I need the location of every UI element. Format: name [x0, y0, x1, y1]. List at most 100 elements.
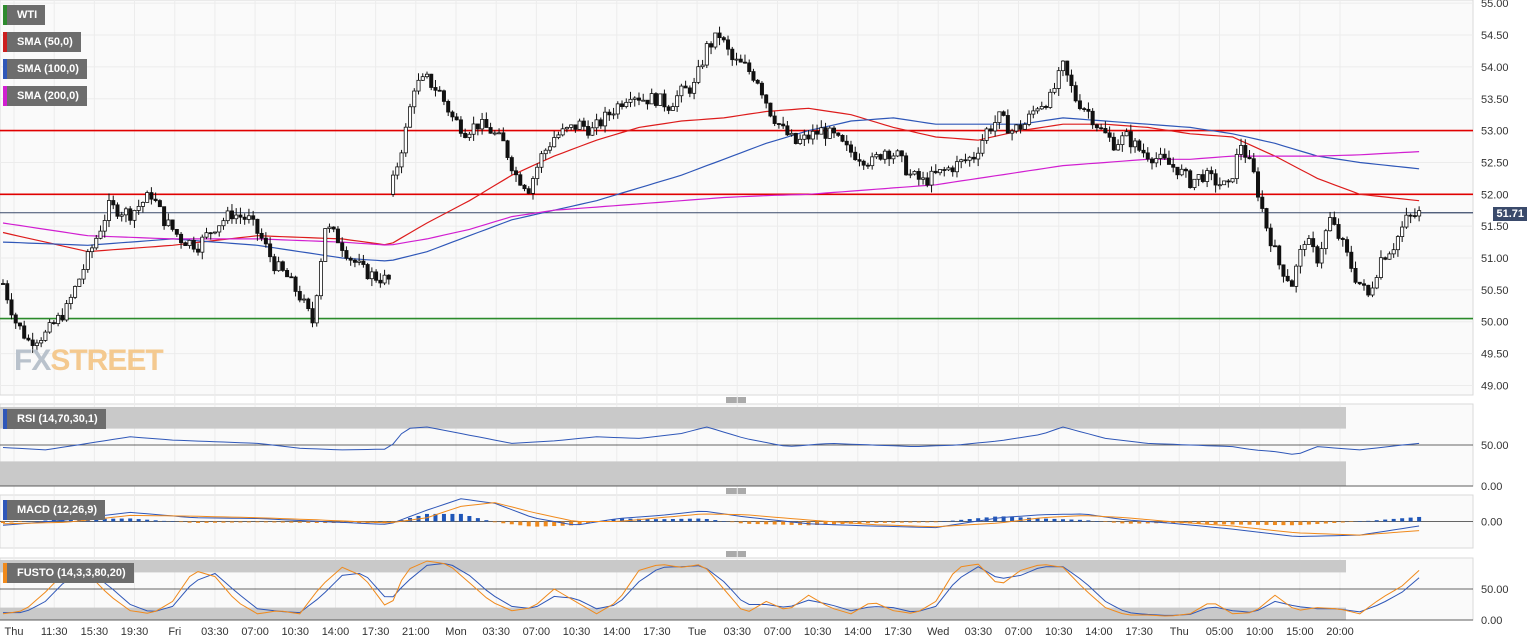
candle-body — [1022, 124, 1027, 130]
macd-histogram-bar — [865, 521, 870, 524]
candle-body — [43, 331, 48, 341]
candle-body — [518, 174, 523, 186]
legend-fusto[interactable]: FUSTO (14,3,3,80,20) — [3, 563, 134, 583]
sma-line-0 — [2, 107, 1420, 253]
candle-body — [1094, 124, 1099, 129]
macd-histogram-bar — [781, 521, 786, 525]
candle-body — [759, 82, 764, 96]
candle-body — [1239, 145, 1244, 155]
y-tick-10: 50.00 — [1481, 317, 1509, 329]
macd-histogram-bar — [560, 521, 565, 526]
macd-histogram-bar — [153, 520, 158, 522]
macd-histogram-bar — [221, 521, 226, 523]
candle-body — [556, 134, 561, 138]
legend-macd[interactable]: MACD (12,26,9) — [3, 500, 106, 520]
x-tick-25: 07:00 — [1005, 626, 1033, 638]
candle-body — [149, 192, 154, 200]
candle-body — [954, 161, 959, 173]
candle-body — [993, 122, 998, 132]
candle-body — [433, 87, 438, 91]
candle-body — [1031, 110, 1036, 115]
macd-histogram-bar — [696, 518, 701, 522]
x-tick-6: 07:00 — [241, 626, 269, 638]
x-tick-18: 03:30 — [724, 626, 752, 638]
candle-body — [1378, 257, 1383, 278]
candle-body — [1294, 265, 1299, 287]
candle-body — [887, 150, 892, 160]
legend-rsi[interactable]: RSI (14,70,30,1) — [3, 409, 106, 429]
macd-histogram-bar — [1, 521, 5, 524]
x-tick-12: 03:30 — [482, 626, 510, 638]
candle-body — [497, 132, 502, 135]
candle-body — [1128, 131, 1133, 148]
macd-histogram-bar — [458, 513, 463, 522]
legend-rsi-label: RSI (14,70,30,1) — [17, 413, 98, 425]
x-tick-19: 07:00 — [764, 626, 792, 638]
y-tick-3: 53.50 — [1481, 94, 1509, 106]
candle-body — [670, 106, 675, 111]
candle-body — [276, 261, 281, 272]
candle-body — [136, 205, 141, 211]
candle-body — [810, 130, 815, 140]
macd-histogram-bar — [611, 519, 616, 522]
fusto-k-line — [2, 560, 1420, 617]
legend-sma-50-label: SMA (50,0) — [17, 36, 73, 48]
legend-sma-50[interactable]: SMA (50,0) — [3, 32, 81, 52]
legend-sma-200[interactable]: SMA (200,0) — [3, 86, 87, 106]
candle-body — [318, 261, 323, 297]
candle-body — [581, 120, 586, 127]
candle-body — [1145, 152, 1150, 160]
macd-histogram-bar — [959, 519, 964, 522]
macd-histogram-bar — [68, 519, 73, 522]
candle-body — [687, 87, 692, 94]
candle-body — [357, 260, 362, 263]
candle-body — [963, 159, 968, 162]
macd-histogram-bar — [450, 513, 455, 522]
candle-body — [832, 127, 837, 134]
candle-body — [573, 124, 578, 130]
candle-body — [1404, 214, 1409, 228]
candle-body — [157, 200, 162, 208]
legend-sma-100[interactable]: SMA (100,0) — [3, 59, 87, 79]
fusto-tick-0-label: 0.00 — [1481, 615, 1502, 627]
candle-body — [111, 200, 116, 206]
macd-histogram-bar — [314, 521, 319, 523]
candle-body — [734, 58, 739, 61]
macd-histogram-bar — [577, 521, 582, 525]
candle-body — [259, 232, 264, 239]
candle-body — [874, 154, 879, 158]
candle-body — [997, 111, 1002, 123]
macd-histogram-bar — [280, 521, 285, 523]
candle-body — [98, 230, 103, 239]
candle-body — [289, 276, 294, 279]
candle-body — [60, 314, 65, 321]
candle-body — [102, 220, 107, 232]
macd-histogram-bar — [26, 521, 31, 522]
candle-body — [620, 103, 625, 107]
candle-body — [263, 237, 268, 245]
candle-body — [446, 100, 451, 113]
macd-histogram-bar — [1239, 521, 1244, 525]
candle-body — [1001, 111, 1006, 116]
candle-body — [1362, 283, 1367, 286]
candle-body — [1328, 217, 1333, 232]
x-tick-11: Mon — [445, 626, 466, 638]
candle-body — [1086, 108, 1091, 112]
macd-histogram-bar — [916, 521, 921, 523]
candle-body — [1349, 251, 1354, 269]
legend-wti[interactable]: WTI — [3, 5, 46, 25]
candle-body — [522, 184, 527, 190]
candle-body — [971, 156, 976, 160]
candle-body — [836, 132, 841, 136]
candle-body — [1302, 244, 1307, 250]
candle-body — [1035, 108, 1040, 112]
macd-histogram-bar — [433, 513, 438, 522]
candle-body — [1234, 154, 1239, 180]
candle-body — [925, 177, 930, 186]
macd-histogram-bar — [1289, 521, 1294, 526]
x-tick-9: 17:30 — [362, 626, 390, 638]
macd-histogram-bar — [967, 519, 972, 522]
candle-body — [196, 248, 201, 253]
macd-histogram-bar — [1077, 519, 1082, 522]
macd-histogram-bar — [212, 521, 217, 523]
